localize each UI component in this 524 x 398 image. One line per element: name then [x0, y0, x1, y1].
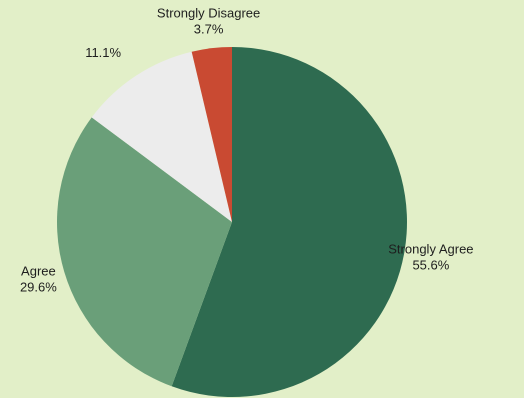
pie-slice-agree	[57, 117, 232, 387]
slice-value-11-1: 11.1%	[85, 45, 121, 60]
pie-slices	[57, 47, 407, 397]
pie-slice-strongly-agree	[171, 47, 407, 397]
pie-slice-11-1	[91, 51, 232, 223]
slice-value-agree: 29.6%	[20, 280, 57, 295]
slice-value-strongly-disagree: 3.7%	[194, 21, 224, 36]
slice-label-agree: Agree	[21, 264, 56, 279]
slice-value-strongly-agree: 55.6%	[412, 257, 449, 272]
slice-label-strongly-agree: Strongly Agree	[388, 241, 473, 256]
pie-slice-strongly-disagree	[191, 47, 232, 222]
slice-label-strongly-disagree: Strongly Disagree	[157, 5, 260, 20]
